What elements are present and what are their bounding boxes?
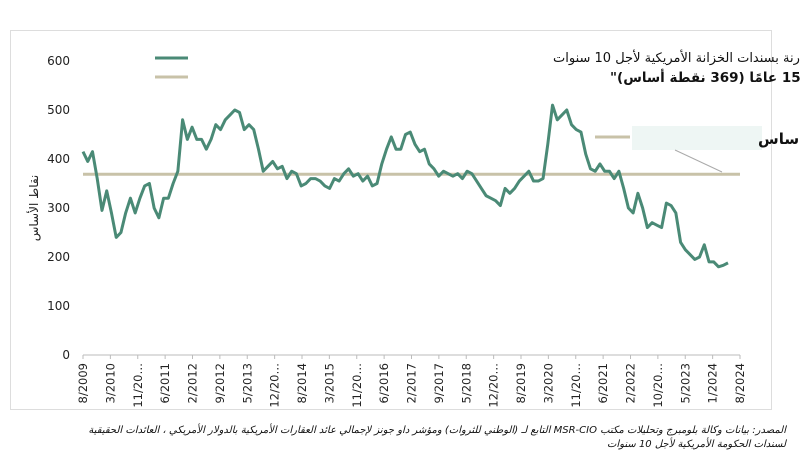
y-tick-label: 500 [47,103,70,117]
x-tick-label: 9/2012 [213,363,227,403]
x-tick-label: 6/2016 [377,363,391,403]
y-tick-label: 600 [47,54,70,68]
y-tick-label: 300 [47,201,70,215]
x-tick-label: 6/2011 [158,363,172,403]
y-tick-label: 400 [47,152,70,166]
x-tick-label: 8/2009 [76,363,90,403]
y-tick-label: 100 [47,299,70,313]
x-tick-label: 3/2020 [541,363,555,403]
x-tick-label: 8/2024 [733,363,747,403]
annotation-label: 369 نقطة أساس [758,129,800,148]
legend-label-average: متوسط فرق العائد الحقيقي على مدى 15 عامً… [610,69,800,86]
x-tick-label: 3/2010 [103,363,117,403]
source-note-line2: لسندات الحكومة الأمريكية لأجل 10 سنوات [607,439,786,450]
x-tick-label: 6/2021 [596,363,610,403]
x-tick-label: 8/2019 [514,363,528,403]
x-tick-label: 12/20… [487,363,501,408]
x-tick-label: 5/2013 [240,363,254,403]
x-tick-label: 9/2017 [432,363,446,403]
legend-label-spread: فرق العائد مقارنة بسندات الخزانة الأمريك… [553,49,800,66]
x-tick-label: 11/20… [131,363,145,408]
x-tick-label: 1/2024 [706,363,720,403]
x-tick-label: 10/20… [651,363,665,408]
x-tick-label: 5/2018 [459,363,473,403]
yield-spread-line [81,103,729,269]
x-tick-label: 11/20… [569,363,583,408]
chart-frame [10,30,772,410]
x-tick-label: 12/20… [268,363,282,408]
x-tick-label: 3/2015 [322,363,336,403]
x-tick-label: 11/20… [350,363,364,408]
x-tick-label: 2/2012 [186,363,200,403]
x-tick-label: 2/2022 [624,363,638,403]
x-tick-label: 5/2023 [678,363,692,403]
y-tick-label: 0 [62,348,70,362]
annotation-box [632,126,762,150]
x-tick-label: 2/2017 [405,363,419,403]
y-axis-label: نقاط الأساس [26,175,42,242]
x-tick-label: 8/2014 [295,363,309,403]
annotation-leader-line [674,149,723,173]
y-tick-label: 200 [47,250,70,264]
source-note-line1: المصدر: بيانات وكالة بلومبرج وتحليلات مك… [88,425,786,436]
